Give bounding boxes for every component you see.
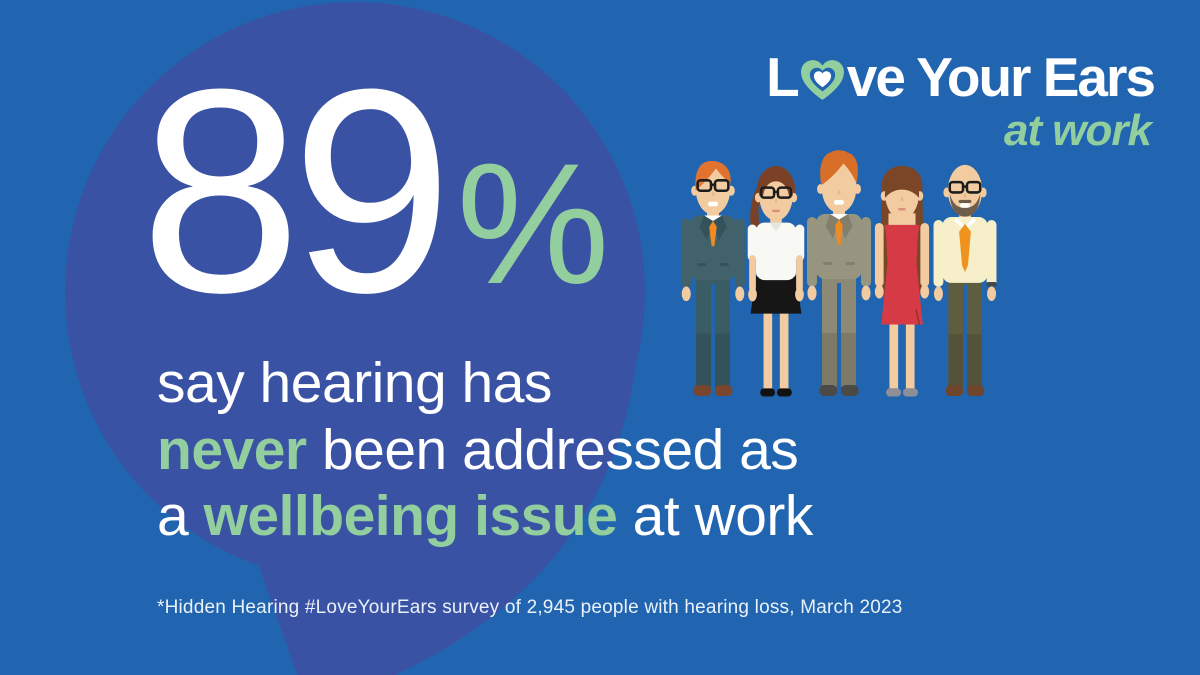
- footnote-text: *Hidden Hearing #LoveYourEars survey of …: [157, 597, 903, 618]
- statement-line: a wellbeing issue at work: [157, 483, 813, 550]
- person-man-orange-hair-teal-suit: [681, 160, 745, 397]
- statement-line: say hearing has: [157, 350, 813, 417]
- person-man-wavy-orange-hair-grey-suit: [807, 150, 871, 396]
- person-woman-glasses-white-blouse-black-skirt: [747, 166, 805, 397]
- heart-logo-icon: [800, 60, 844, 100]
- statement-segment: been addressed as: [306, 417, 799, 482]
- speech-bubble-circle: [65, 2, 645, 582]
- statement-line: never been addressed as: [157, 417, 813, 484]
- statement-text: say hearing has never been addressed as a …: [157, 350, 813, 550]
- person-bald-man-beard-cream-shirt-orange-tie: [933, 164, 997, 397]
- logo-letter-l: L: [766, 46, 800, 108]
- statement-segment: a: [157, 484, 204, 549]
- logo-wordmark-rest: ve Your Ears: [846, 46, 1156, 108]
- statement-highlight: wellbeing issue: [203, 484, 618, 549]
- heart-center: [813, 71, 831, 88]
- stat-89-percent: 89 %: [140, 46, 610, 336]
- logo-wordmark: L ve Your Ears: [766, 46, 1156, 108]
- office-workers-illustration: [681, 150, 997, 397]
- love-your-ears-logo: L ve Your Ears at work: [766, 46, 1156, 155]
- statement-segment: at work: [617, 484, 814, 549]
- statement-segment: say hearing has: [157, 351, 552, 415]
- stat-value: 89: [140, 29, 453, 353]
- logo-at-work: at work: [1003, 106, 1152, 155]
- person-woman-long-hair-red-dress: [874, 165, 930, 397]
- statement-highlight: never: [157, 417, 307, 482]
- stat-unit-percent: %: [456, 128, 610, 320]
